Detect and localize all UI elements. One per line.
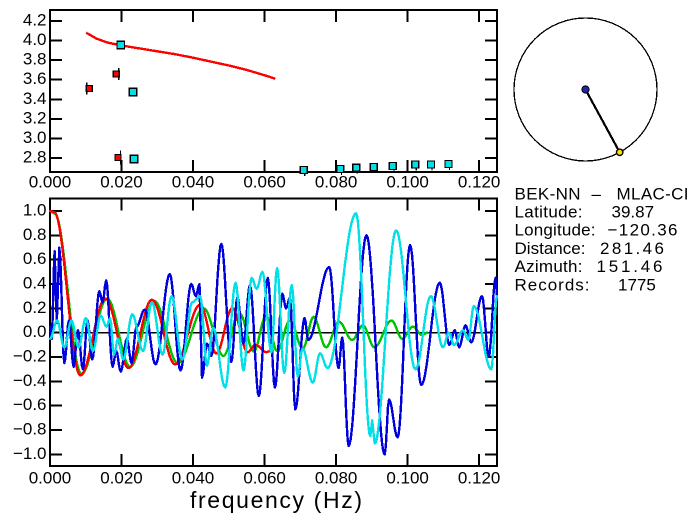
svg-text:0.4: 0.4: [23, 274, 47, 293]
svg-text:–: –: [592, 184, 602, 203]
svg-text:0.120: 0.120: [458, 469, 501, 488]
svg-text:0.020: 0.020: [100, 469, 143, 488]
svg-text:1.0: 1.0: [23, 201, 47, 220]
svg-text:−0.2: −0.2: [13, 347, 47, 366]
svg-text:0.2: 0.2: [23, 298, 47, 317]
svg-text:0.040: 0.040: [172, 173, 215, 192]
svg-text:0.040: 0.040: [172, 469, 215, 488]
svg-text:−1.0: −1.0: [13, 444, 47, 463]
svg-text:Distance:: Distance:: [515, 239, 586, 258]
svg-text:0.080: 0.080: [315, 173, 358, 192]
svg-text:0.100: 0.100: [386, 173, 429, 192]
svg-text:281.46: 281.46: [600, 239, 664, 258]
svg-text:4.2: 4.2: [23, 11, 47, 30]
svg-text:0.000: 0.000: [29, 173, 72, 192]
svg-text:Records:: Records:: [515, 275, 590, 294]
svg-text:0.120: 0.120: [458, 173, 501, 192]
svg-text:−0.4: −0.4: [13, 371, 47, 390]
svg-text:frequency (Hz): frequency (Hz): [190, 487, 362, 513]
svg-text:Azimuth:: Azimuth:: [515, 257, 583, 276]
svg-text:−0.6: −0.6: [13, 395, 47, 414]
svg-text:0.060: 0.060: [243, 469, 286, 488]
svg-text:0.100: 0.100: [386, 469, 429, 488]
svg-text:151.46: 151.46: [597, 257, 663, 276]
svg-text:3.6: 3.6: [23, 69, 47, 88]
svg-text:0.6: 0.6: [23, 249, 47, 268]
svg-text:−120.36: −120.36: [608, 221, 678, 240]
svg-text:39.87: 39.87: [612, 203, 655, 222]
svg-text:1775: 1775: [618, 275, 656, 294]
svg-text:Latitude:: Latitude:: [515, 203, 583, 222]
svg-text:Longitude:: Longitude:: [515, 221, 596, 240]
svg-text:0.000: 0.000: [29, 469, 72, 488]
svg-text:0.8: 0.8: [23, 225, 47, 244]
svg-text:BEK-NN: BEK-NN: [515, 184, 581, 203]
svg-text:0.080: 0.080: [315, 469, 358, 488]
svg-text:3.2: 3.2: [23, 108, 47, 127]
svg-text:3.8: 3.8: [23, 50, 47, 69]
svg-text:0.060: 0.060: [243, 173, 286, 192]
svg-text:3.0: 3.0: [23, 128, 47, 147]
svg-text:0.0: 0.0: [23, 322, 47, 341]
svg-text:3.4: 3.4: [23, 89, 47, 108]
svg-text:4.0: 4.0: [23, 30, 47, 49]
svg-text:MLAC-CI: MLAC-CI: [617, 184, 689, 203]
svg-text:2.8: 2.8: [23, 148, 47, 167]
svg-text:−0.8: −0.8: [13, 420, 47, 439]
svg-text:0.020: 0.020: [100, 173, 143, 192]
